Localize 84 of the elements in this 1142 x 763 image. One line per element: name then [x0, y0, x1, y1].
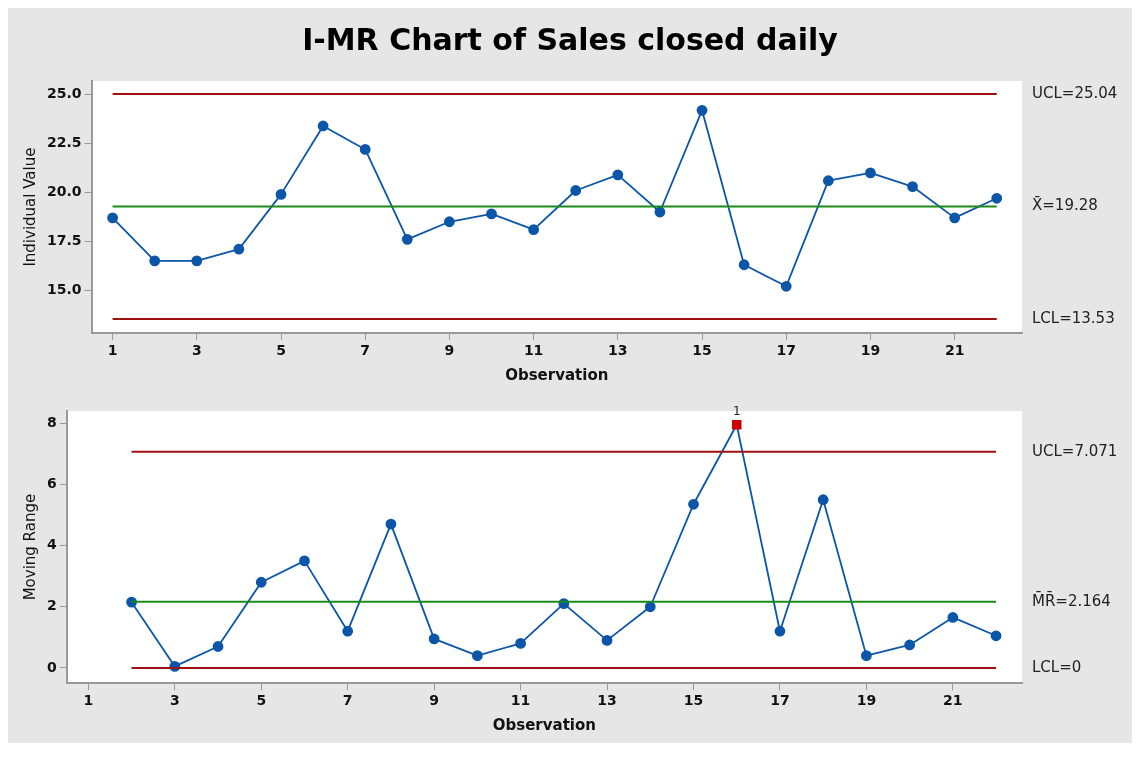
x-tick-label: 11: [510, 692, 531, 709]
ref-line-label: LCL=13.53: [1032, 308, 1115, 327]
y-tick-label: 2: [46, 597, 57, 614]
point: [644, 601, 656, 613]
point: [949, 212, 961, 224]
y-tick-label: 4: [46, 536, 57, 553]
point: [570, 185, 582, 196]
x-axis-title: Observation: [505, 365, 609, 384]
y-tick-label: 6: [46, 475, 57, 492]
x-tick-label: 11: [523, 342, 544, 359]
point: [486, 208, 497, 220]
x-tick-label: 3: [191, 342, 202, 359]
point: [907, 181, 918, 192]
x-tick-label: 15: [692, 342, 712, 359]
x-tick-label: 19: [860, 342, 881, 359]
point: [688, 498, 699, 510]
annotation: 1: [732, 403, 741, 418]
point: [342, 625, 354, 637]
y-tick-label: 15.0: [47, 280, 82, 297]
point: [401, 233, 413, 245]
point: [654, 206, 666, 218]
point: [428, 633, 440, 645]
y-tick-label: 17.5: [47, 231, 82, 248]
y-axis-title: Individual Value: [20, 147, 39, 267]
point: [471, 650, 483, 662]
point: [904, 639, 916, 651]
x-tick-label: 15: [683, 692, 704, 709]
point: [385, 518, 397, 530]
point: [731, 419, 742, 430]
ref-line-label: UCL=7.071: [1032, 441, 1118, 460]
x-tick-label: 17: [776, 342, 796, 359]
point: [107, 212, 118, 224]
point: [738, 259, 750, 271]
point: [444, 216, 455, 228]
point: [233, 243, 245, 255]
ref-line-label: LCL=0: [1032, 657, 1082, 676]
y-tick-label: 22.5: [47, 134, 82, 151]
x-tick-label: 13: [597, 692, 617, 709]
point: [780, 280, 792, 292]
point: [212, 641, 224, 652]
point: [774, 625, 786, 637]
point: [299, 555, 310, 567]
y-tick-label: 20.0: [47, 183, 82, 200]
x-tick-label: 19: [856, 692, 877, 709]
point: [275, 188, 287, 200]
x-axis-title: Observation: [492, 715, 596, 734]
x-tick-label: 5: [276, 342, 286, 359]
x-tick-label: 21: [944, 342, 965, 359]
x-tick-label: 1: [83, 692, 94, 709]
point: [317, 120, 329, 132]
point: [990, 630, 1002, 642]
x-tick-label: 7: [342, 692, 353, 709]
y-axis-title: Moving Range: [20, 493, 39, 601]
point: [149, 255, 161, 267]
x-tick-label: 3: [169, 692, 180, 709]
ref-line-label: UCL=25.04: [1032, 83, 1118, 102]
point: [528, 224, 540, 235]
x-tick-label: 21: [943, 692, 963, 709]
point: [991, 192, 1003, 204]
y-tick-label: 8: [46, 413, 57, 430]
x-tick-label: 17: [770, 692, 790, 709]
y-tick-label: 0: [46, 658, 57, 675]
y-tick-label: 25.0: [47, 85, 82, 102]
x-tick-label: 13: [608, 342, 628, 359]
point: [947, 612, 959, 623]
point: [822, 175, 834, 187]
point: [612, 169, 624, 181]
point: [601, 634, 613, 646]
point: [359, 144, 371, 155]
point: [865, 167, 876, 179]
ref-line-label: X̄=19.28: [1032, 195, 1098, 215]
chart-title: I-MR Chart of Sales closed daily: [301, 21, 839, 59]
point: [191, 255, 203, 267]
x-tick-label: 9: [444, 342, 455, 359]
point: [255, 576, 267, 588]
x-tick-label: 7: [360, 342, 371, 359]
x-tick-label: 9: [429, 692, 440, 709]
x-tick-label: 1: [107, 342, 118, 359]
ref-line-label: M̄R̄=2.164: [1032, 590, 1111, 610]
point: [696, 104, 708, 116]
x-tick-label: 5: [256, 692, 267, 709]
point: [515, 638, 526, 649]
point: [860, 650, 872, 662]
point: [817, 494, 829, 506]
